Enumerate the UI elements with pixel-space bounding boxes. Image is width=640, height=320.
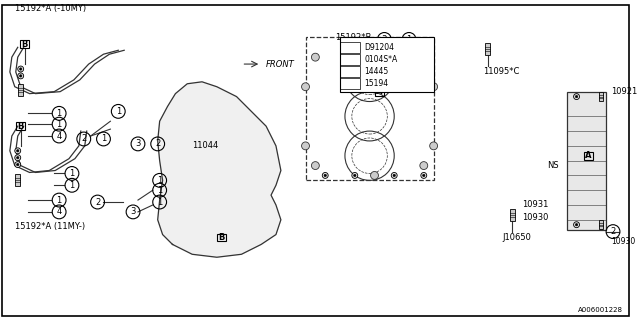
Text: 2: 2 — [611, 227, 616, 236]
Text: 3: 3 — [135, 140, 141, 148]
Text: 1: 1 — [157, 176, 163, 185]
Text: 1: 1 — [406, 35, 412, 44]
Text: FRONT: FRONT — [266, 60, 295, 68]
Circle shape — [19, 68, 22, 70]
Bar — [15, 174, 20, 186]
Bar — [340, 37, 434, 92]
Text: 2: 2 — [81, 134, 86, 143]
Text: D91204: D91204 — [365, 43, 395, 52]
Text: 4: 4 — [348, 80, 352, 86]
Text: A: A — [376, 87, 383, 96]
Text: 0104S*A: 0104S*A — [365, 55, 398, 64]
Circle shape — [429, 142, 438, 150]
Circle shape — [18, 73, 24, 79]
Circle shape — [354, 174, 356, 177]
Bar — [16, 122, 25, 130]
Text: 2: 2 — [95, 197, 100, 206]
Text: 2: 2 — [348, 57, 352, 63]
Text: 1: 1 — [116, 107, 121, 116]
Text: J10650: J10650 — [502, 233, 531, 242]
Bar — [340, 78, 360, 89]
Circle shape — [367, 48, 369, 51]
Text: A006001228: A006001228 — [578, 308, 623, 313]
Circle shape — [301, 142, 310, 150]
Bar — [566, 92, 606, 230]
Circle shape — [575, 95, 578, 98]
Circle shape — [420, 162, 428, 170]
Circle shape — [323, 172, 328, 178]
Circle shape — [18, 66, 24, 72]
Polygon shape — [157, 82, 281, 257]
Circle shape — [301, 83, 310, 91]
Text: 3: 3 — [348, 68, 352, 75]
Circle shape — [429, 83, 438, 91]
Circle shape — [371, 44, 378, 51]
Text: A: A — [585, 151, 591, 160]
Circle shape — [393, 174, 396, 177]
Bar — [18, 84, 23, 96]
Text: 15192*A (-10MY): 15192*A (-10MY) — [15, 4, 86, 13]
Circle shape — [17, 164, 19, 166]
Text: 4: 4 — [56, 132, 61, 140]
Circle shape — [573, 94, 579, 100]
Bar — [485, 44, 490, 55]
Bar — [599, 92, 603, 101]
Text: 1: 1 — [56, 196, 61, 204]
Text: B: B — [219, 233, 225, 242]
Text: 10921: 10921 — [611, 87, 637, 96]
Circle shape — [15, 155, 20, 161]
Bar — [305, 37, 434, 180]
Text: 15194: 15194 — [365, 79, 388, 88]
Circle shape — [312, 53, 319, 61]
Text: 15192*B-: 15192*B- — [335, 33, 374, 42]
Text: 11095*C: 11095*C — [483, 68, 519, 76]
Bar — [218, 234, 226, 242]
Text: 10931: 10931 — [522, 201, 548, 210]
Text: 1: 1 — [348, 45, 352, 51]
Text: 10930: 10930 — [611, 237, 636, 246]
Circle shape — [17, 150, 19, 152]
Circle shape — [365, 46, 371, 52]
Circle shape — [573, 222, 579, 228]
Text: 1: 1 — [157, 186, 163, 195]
Circle shape — [391, 172, 397, 178]
Bar — [599, 220, 603, 229]
Circle shape — [352, 172, 358, 178]
Circle shape — [422, 174, 425, 177]
Text: 11044: 11044 — [192, 141, 218, 150]
Circle shape — [371, 172, 378, 180]
Bar — [584, 152, 593, 160]
Circle shape — [324, 174, 326, 177]
Text: B: B — [22, 40, 28, 49]
Text: 1: 1 — [101, 134, 106, 143]
Text: 1: 1 — [56, 109, 61, 118]
Circle shape — [15, 162, 20, 168]
Circle shape — [312, 162, 319, 170]
Text: NS: NS — [547, 161, 559, 170]
Bar — [510, 209, 515, 221]
Circle shape — [19, 75, 22, 77]
Text: 14445: 14445 — [365, 67, 389, 76]
Text: B: B — [17, 122, 24, 131]
Text: 1: 1 — [56, 120, 61, 129]
Text: 1: 1 — [157, 197, 163, 206]
Circle shape — [575, 224, 578, 226]
Circle shape — [17, 156, 19, 159]
Bar — [340, 42, 360, 53]
Text: 1: 1 — [69, 169, 75, 178]
Text: 10930: 10930 — [522, 213, 548, 222]
Bar — [340, 66, 360, 77]
Text: 3: 3 — [131, 207, 136, 216]
Text: 4: 4 — [56, 207, 61, 216]
Circle shape — [421, 172, 427, 178]
Bar — [375, 88, 384, 96]
Circle shape — [15, 148, 20, 154]
Bar — [20, 40, 29, 48]
Text: 2: 2 — [155, 140, 160, 148]
Bar — [340, 54, 360, 65]
Text: 15192*A (11MY-): 15192*A (11MY-) — [15, 222, 85, 231]
Text: 1: 1 — [69, 181, 75, 190]
Text: 3: 3 — [381, 35, 387, 44]
